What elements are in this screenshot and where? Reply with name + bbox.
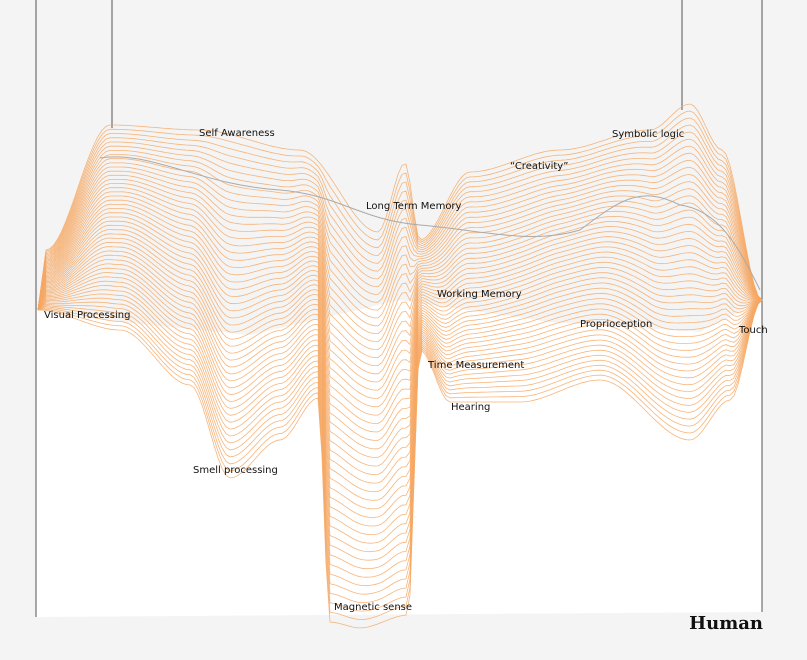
wave-line xyxy=(37,241,763,458)
wave-line xyxy=(37,284,763,544)
wave-line xyxy=(37,220,763,416)
wave-line xyxy=(37,229,763,433)
wave-line xyxy=(37,117,763,311)
wave-line xyxy=(37,131,763,311)
label: Self Awareness xyxy=(199,128,275,139)
wave-line xyxy=(37,246,763,467)
wave-line xyxy=(37,299,763,612)
wave-line xyxy=(37,280,763,536)
wave-line xyxy=(37,145,763,311)
wave-line xyxy=(37,272,763,518)
wave-line xyxy=(37,195,763,366)
wave-line xyxy=(37,293,763,561)
wave-line xyxy=(37,299,763,578)
label: Symbolic logic xyxy=(612,129,684,140)
wave-line xyxy=(37,233,763,441)
wave-line xyxy=(37,179,763,334)
wave-line xyxy=(37,174,763,327)
wave-line xyxy=(37,259,763,493)
wave-lines xyxy=(37,103,763,629)
wave-line xyxy=(37,212,763,399)
wave-line xyxy=(37,199,763,375)
wave-line xyxy=(37,299,763,621)
wave-line xyxy=(37,299,763,595)
wave-line xyxy=(37,183,763,343)
title: Human xyxy=(689,613,763,634)
wave-line xyxy=(37,299,763,587)
label: Smell processing xyxy=(193,465,278,476)
wave-line xyxy=(37,299,763,604)
label: Hearing xyxy=(451,402,490,413)
wave-line xyxy=(37,166,763,311)
wave-line xyxy=(37,152,763,311)
wave-line xyxy=(37,208,763,391)
wave-line xyxy=(37,216,763,408)
label: Long Term Memory xyxy=(366,201,462,212)
wave-line xyxy=(37,263,763,501)
wave-line xyxy=(37,289,763,553)
label: Visual Processing xyxy=(44,310,130,321)
wave-line xyxy=(37,187,763,351)
base-area xyxy=(36,300,762,617)
label: Magnetic sense xyxy=(334,602,412,613)
wave-line xyxy=(37,276,763,527)
wave-line xyxy=(37,138,763,311)
label: Time Measurement xyxy=(427,360,524,371)
wave-line xyxy=(37,203,763,383)
label: Touch xyxy=(738,325,768,336)
wave-line xyxy=(37,158,763,311)
wave-line xyxy=(37,170,763,319)
wave-line xyxy=(37,162,763,311)
label: “Creativity” xyxy=(510,161,568,172)
label: Working Memory xyxy=(437,289,522,300)
wave-line xyxy=(37,267,763,510)
label: Proprioception xyxy=(580,319,652,330)
wave-line xyxy=(37,250,763,476)
wave-line xyxy=(37,299,763,629)
wave-line xyxy=(37,103,763,311)
wave-line xyxy=(37,191,763,358)
wave-line xyxy=(37,110,763,311)
wave-line xyxy=(37,124,763,311)
highlight-line xyxy=(99,156,761,291)
wave-line xyxy=(37,237,763,450)
wave-line xyxy=(37,297,763,570)
wave-line xyxy=(37,254,763,484)
wave-line xyxy=(37,224,762,424)
